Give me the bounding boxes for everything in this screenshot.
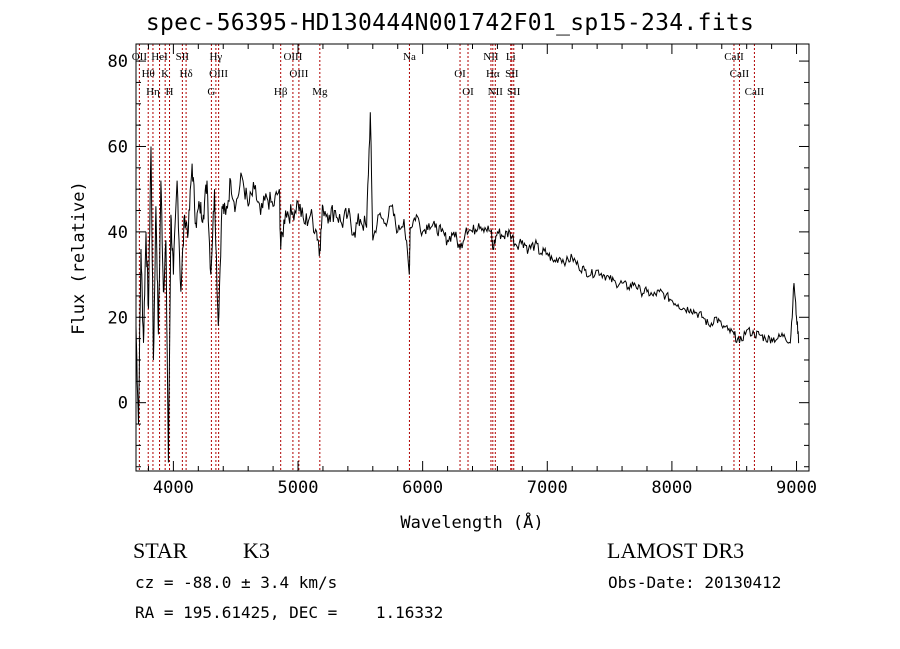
spectral-line-label: OIII: [289, 68, 308, 80]
y-tick-label: 60: [108, 137, 128, 157]
y-tick-label: 80: [108, 52, 128, 72]
obs-date-line: Obs-Date: 20130412: [608, 573, 782, 592]
x-tick-label: 7000: [527, 478, 568, 498]
spectral-line-label: K: [161, 68, 169, 80]
spectral-line-markers: [138, 44, 755, 471]
spectral-line-label: HeI: [151, 51, 168, 63]
spectral-line-label: Li: [506, 51, 516, 63]
spectrum-chart: OIIHθHηHeIKHSIIHδGHγOIIIHβOIIIOIIIMgNaOI…: [69, 43, 817, 533]
x-tick-label: 8000: [651, 478, 692, 498]
spectral-line-label: CaII: [724, 51, 744, 63]
spectral-line-label: CaII: [730, 68, 750, 80]
spectral-line-labels: OIIHθHηHeIKHSIIHδGHγOIIIHβOIIIOIIIMgNaOI…: [132, 51, 765, 98]
x-tick-label: 5000: [278, 478, 319, 498]
spectral-line-label: NII: [483, 51, 499, 63]
spectral-line-label: OIII: [209, 68, 228, 80]
spectral-line-label: Hγ: [209, 51, 222, 63]
spectral-line-label: Hδ: [180, 68, 193, 80]
spectral-line-label: CaII: [745, 86, 765, 98]
spectral-line-label: OI: [454, 68, 466, 80]
x-tick-label: 6000: [402, 478, 443, 498]
coordinates-line: RA = 195.61425, DEC = 1.16332: [135, 603, 444, 622]
class-type: STAR: [133, 538, 188, 563]
spectral-line-label: SII: [507, 86, 521, 98]
spectral-line-label: NII: [488, 86, 504, 98]
y-axis-label: Flux (relative): [69, 181, 89, 335]
spectral-line-label: G: [207, 86, 215, 98]
spectral-line-label: Hη: [146, 86, 160, 98]
spectral-line-label: OIII: [283, 51, 302, 63]
y-tick-label: 40: [108, 223, 128, 243]
y-axis-ticks: 0 20 40 60 80: [108, 52, 809, 468]
spectral-line-label: Mg: [312, 86, 328, 98]
spectrum-series: [135, 112, 800, 463]
redshift-line: cz = -88.0 ± 3.4 km/s: [135, 573, 338, 592]
spectral-line-label: Na: [403, 51, 416, 63]
x-tick-label: 9000: [776, 478, 817, 498]
spectral-line-label: SII: [505, 68, 519, 80]
plot-frame: [135, 43, 810, 472]
y-tick-label: 0: [118, 394, 128, 414]
class-subclass: K3: [243, 538, 270, 563]
spectral-line-label: SII: [176, 51, 190, 63]
spectral-line-label: Hθ: [142, 68, 155, 80]
x-tick-label: 4000: [153, 478, 194, 498]
y-tick-label: 20: [108, 308, 128, 328]
spectral-line-label: H: [166, 86, 174, 98]
chart-title: spec-56395-HD130444N001742F01_sp15-234.f…: [145, 10, 755, 36]
spectral-line-label: Hβ: [274, 86, 288, 98]
spectral-line-label: Hα: [486, 68, 500, 80]
spectrum-line: [135, 112, 800, 463]
survey-name: LAMOST DR3: [607, 538, 745, 563]
x-axis-label: Wavelength (Å): [400, 511, 543, 533]
spectral-line-label: OI: [462, 86, 474, 98]
x-axis-ticks: 4000 5000 6000 7000 8000 9000: [147, 44, 817, 498]
